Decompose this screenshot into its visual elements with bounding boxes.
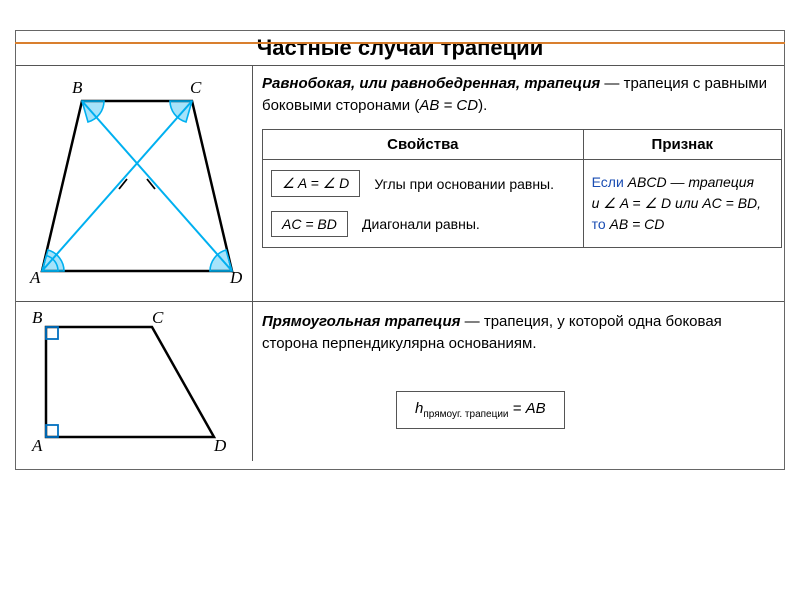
- sign-l2: и ∠ A = ∠ D или AC = BD,: [592, 195, 761, 211]
- formula-eq: =: [509, 400, 526, 417]
- definition-isosceles: Равнобокая, или равнобедренная, трапеция…: [262, 73, 776, 117]
- svg-text:C: C: [190, 78, 202, 97]
- divider-middle: [16, 301, 784, 302]
- svg-text:B: B: [32, 308, 43, 327]
- def2-term: Прямоугольная трапеция: [262, 313, 460, 330]
- figure-isosceles-trapezoid: A B C D: [24, 71, 246, 296]
- accent-line: [15, 42, 785, 44]
- divider-vertical: [252, 65, 253, 461]
- formula-height: hпрямоуг. трапеции = AB: [396, 391, 565, 429]
- divider-top: [16, 65, 784, 66]
- definition-right-trapezoid: Прямоугольная трапеция — трапеция, у кот…: [262, 311, 776, 355]
- sign-l1-rest: ABCD — трапеция: [624, 174, 754, 190]
- td-sign: Если ABCD — трапеция и ∠ A = ∠ D или AC …: [583, 160, 781, 248]
- page-title: Частные случаи трапеции: [16, 35, 784, 61]
- sign-l1-blue: Если: [592, 174, 624, 190]
- figure-right-trapezoid: A B C D: [24, 307, 246, 457]
- def1-end: ).: [478, 97, 487, 114]
- svg-text:C: C: [152, 308, 164, 327]
- properties-table: Свойства Признак ∠ A = ∠ D Углы при осно…: [262, 129, 782, 248]
- def1-term: Равнобокая, или равнобедренная, трапеция: [262, 75, 600, 92]
- right-trapezoid-svg: A B C D: [24, 307, 246, 457]
- svg-text:A: A: [31, 436, 43, 455]
- sign-l3-blue: то: [592, 216, 606, 232]
- sign-l3-rest: AB = CD: [606, 216, 665, 232]
- formula-sub: прямоуг. трапеции: [423, 409, 508, 420]
- slide-container: Частные случаи трапеции: [15, 30, 785, 470]
- prop1-text: Углы при основании равны.: [374, 176, 554, 192]
- svg-text:A: A: [29, 268, 41, 287]
- formula-rhs: AB: [526, 400, 546, 417]
- def1-formula: AB = CD: [419, 97, 478, 114]
- svg-text:B: B: [72, 78, 83, 97]
- svg-text:D: D: [213, 436, 227, 455]
- prop2-text: Диагонали равны.: [362, 216, 480, 232]
- svg-text:D: D: [229, 268, 243, 287]
- th-sign: Признак: [583, 130, 781, 160]
- th-properties: Свойства: [263, 130, 584, 160]
- prop1-box: ∠ A = ∠ D: [271, 170, 360, 197]
- prop2-box: AC = BD: [271, 211, 348, 237]
- trapezoid-svg: A B C D: [24, 71, 246, 296]
- td-properties: ∠ A = ∠ D Углы при основании равны. AC =…: [263, 160, 584, 248]
